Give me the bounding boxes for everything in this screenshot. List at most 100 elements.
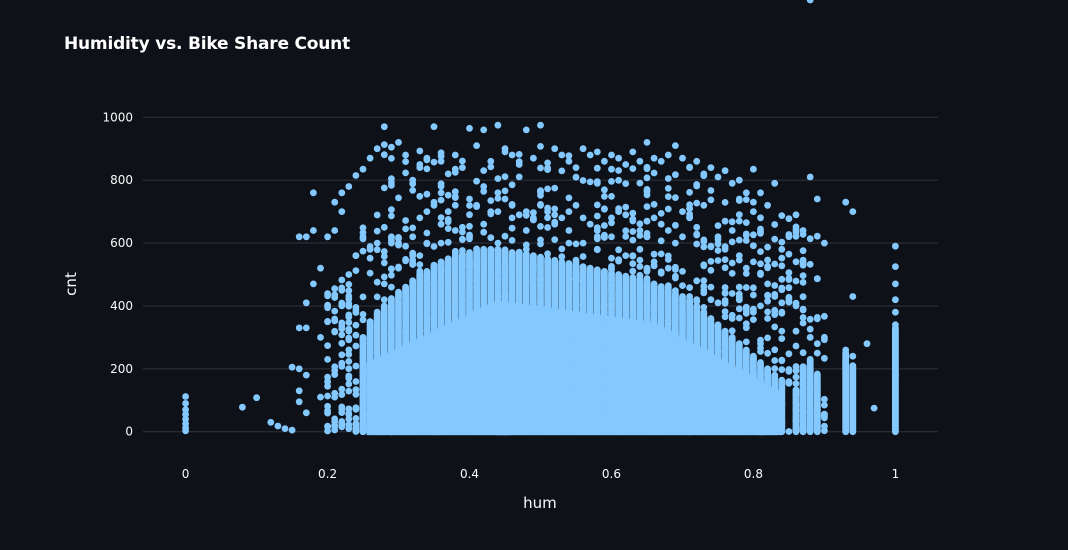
scatter-point [558,330,566,338]
scatter-point [707,283,715,291]
scatter-point [402,151,409,159]
scatter-point [544,258,551,266]
scatter-point [806,0,814,4]
scatter-point [459,272,466,280]
scatter-point [750,305,757,313]
scatter-point [636,179,644,187]
scatter-point [572,402,580,410]
scatter-point [721,412,729,420]
scatter-point [608,233,615,241]
scatter-point [721,289,729,297]
scatter-point [501,281,509,289]
scatter-point [799,412,807,419]
scatter-point [416,428,424,435]
scatter-point [615,176,622,184]
scatter-point [615,371,622,379]
scatter-point [785,231,793,238]
scatter-point [593,148,601,156]
scatter-point [380,426,388,434]
scatter-point [366,254,374,262]
scatter-point [778,409,786,416]
scatter-point [601,420,608,428]
scatter-point [487,197,495,205]
scatter-point [735,256,743,264]
scatter-point [693,240,701,248]
scatter-point [586,151,594,159]
scatter-point [366,360,374,368]
scatter-point [466,411,473,419]
scatter-point [380,123,388,131]
scatter-point [636,284,644,291]
scatter-point [735,389,743,396]
scatter-point [742,398,750,405]
scatter-point [785,293,793,301]
scatter-point [444,405,452,413]
scatter-point [657,305,665,312]
scatter-point [636,325,644,332]
scatter-point [686,373,693,380]
scatter-point [579,412,587,420]
scatter-point [487,210,495,218]
scatter-point [565,393,573,401]
scatter-point [636,300,644,307]
scatter-point [459,157,466,165]
scatter-point [359,311,367,318]
scatter-point [459,247,466,254]
scatter-point [508,214,516,222]
scatter-point [558,424,566,432]
scatter-point [643,217,651,225]
scatter-point [657,423,665,430]
scatter-point [728,344,736,352]
scatter-point [338,351,346,359]
scatter-point [487,246,495,254]
scatter-point [508,415,516,423]
scatter-point [735,236,743,244]
scatter-point [750,370,757,377]
scatter-point [892,308,899,316]
scatter-point [636,256,644,264]
scatter-point [395,194,402,202]
scatter-point [565,428,573,435]
scatter-point [650,306,658,314]
scatter-point [593,428,601,435]
scatter-point [423,240,431,248]
scatter-point [317,264,324,272]
scatter-point [799,293,807,301]
scatter-point [359,422,367,430]
scatter-point [572,427,580,435]
scatter-point [473,312,480,320]
scatter-point [508,181,516,189]
scatter-point [515,330,523,337]
scatter-point [608,286,615,294]
scatter-point [501,349,509,356]
scatter-point [558,214,566,222]
scatter-point [537,281,544,289]
scatter-point [636,307,644,314]
scatter-point [338,284,346,292]
scatter-point [182,415,190,423]
scatter-point [785,284,793,292]
scatter-point [522,359,530,367]
scatter-point [679,337,686,345]
scatter-point [558,245,566,253]
scatter-point [636,272,644,279]
scatter-point [537,121,544,129]
scatter-point [742,338,750,346]
x-axis-label: hum [523,494,557,512]
scatter-point [430,198,438,206]
scatter-point [608,277,615,285]
scatter-point [636,334,644,342]
scatter-point [735,283,743,291]
scatter-point [792,211,800,219]
scatter-point [430,382,438,389]
scatter-point [586,408,594,416]
scatter-point [565,194,573,202]
scatter-point [778,357,786,365]
scatter-point [622,411,630,418]
scatter-point [565,402,573,410]
scatter-point [707,356,715,364]
scatter-point [366,154,374,162]
scatter-point [622,406,630,413]
